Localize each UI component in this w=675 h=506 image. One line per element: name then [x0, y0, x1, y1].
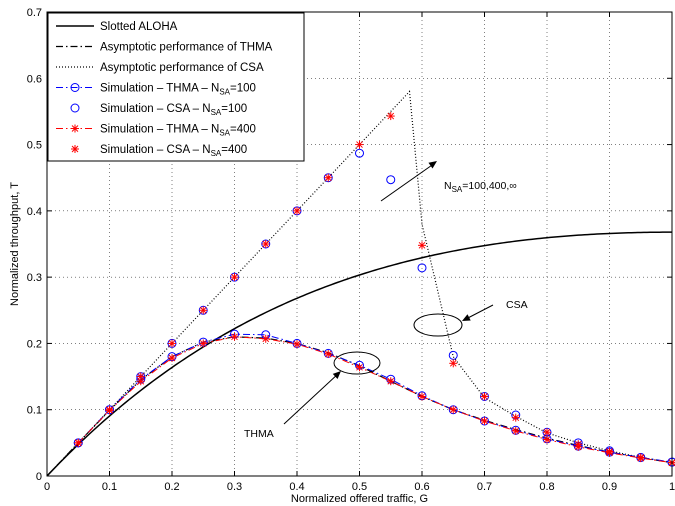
- legend-swatch-marker: [70, 83, 80, 92]
- legend: Slotted ALOHA Asymptotic performance of T…: [47, 12, 305, 162]
- y-tick-label: 0.1: [27, 405, 42, 417]
- y-tick-label: 0.6: [27, 73, 42, 85]
- y-tick-label: 0.4: [27, 206, 42, 218]
- series-layer: [46, 90, 675, 477]
- data-point-simulation-csa-n-sa-400: [449, 359, 458, 368]
- data-point-simulation-thma-n-sa-400: [261, 334, 270, 343]
- data-point-simulation-thma-n-sa-400: [480, 416, 489, 425]
- data-point-simulation-csa-n-sa-400: [511, 413, 520, 422]
- data-point-simulation-csa-n-sa-400: [293, 206, 301, 215]
- legend-label: Simulation – THMA – NSA=400: [100, 124, 256, 138]
- data-point-simulation-thma-n-sa-400: [230, 332, 239, 341]
- data-point-simulation-csa-n-sa-400: [574, 440, 583, 449]
- x-tick-label: 0.7: [477, 481, 492, 493]
- series-line-asymptotic-performance-of-csa: [46, 90, 673, 477]
- legend-label: Simulation – CSA – NSA=400: [100, 144, 247, 158]
- csa-ellipse: [413, 313, 463, 337]
- tick-layer: 0 0.1 0.2 0.3 0.4 0.5 0.6 0.7 0.8 0.9 1 0 0.1 0.2 0.3 0…: [27, 7, 675, 493]
- data-point-simulation-csa-n-sa-100: [386, 175, 396, 185]
- data-point-simulation-csa-n-sa-100: [355, 148, 364, 158]
- legend-entry: Simulation – CSA – NSA=100: [70, 103, 247, 117]
- data-point-simulation-csa-n-sa-400: [480, 392, 489, 401]
- x-tick-label: 0: [44, 481, 50, 493]
- csa-annotation: CSA: [506, 299, 528, 311]
- data-point-simulation-thma-n-sa-400: [324, 350, 333, 359]
- series-line-simulation-thma-n-sa-400: [77, 336, 673, 464]
- legend-swatch-marker: [71, 145, 79, 153]
- data-point-simulation-csa-n-sa-100: [417, 263, 427, 273]
- legend-entry: Asymptotic performance of THMA: [56, 42, 273, 54]
- data-point-simulation-csa-n-sa-400: [418, 241, 426, 250]
- thma-ellipse: [333, 351, 381, 375]
- x-tick-label: 1: [669, 481, 675, 493]
- data-point-simulation-csa-n-sa-400: [605, 447, 614, 456]
- legend-label: Asymptotic performance of CSA: [100, 62, 264, 74]
- y-tick-label: 0.2: [27, 338, 42, 350]
- arrow-head: [428, 161, 437, 169]
- data-point-simulation-thma-n-sa-400: [418, 392, 426, 401]
- legend-entry: Simulation – THMA – NSA=400: [56, 124, 256, 138]
- data-point-simulation-thma-n-sa-400: [449, 405, 458, 414]
- series-line-slotted-aloha: [46, 231, 672, 477]
- nsa-arrow: [380, 162, 436, 202]
- data-point-simulation-csa-n-sa-400: [136, 372, 145, 381]
- arrow-head: [462, 314, 471, 321]
- x-axis-label: Normalized offered traffic, G: [291, 493, 428, 505]
- legend-label: Simulation – THMA – NSA=100: [100, 83, 256, 97]
- x-tick-label: 0.4: [289, 481, 304, 493]
- legend-label: Asymptotic performance of THMA: [100, 42, 273, 54]
- data-point-simulation-csa-n-sa-400: [543, 428, 551, 437]
- y-tick-label: 0.3: [27, 272, 42, 284]
- data-point-simulation-csa-n-sa-400: [324, 173, 333, 182]
- data-point-simulation-csa-n-sa-400: [199, 306, 208, 315]
- data-point-simulation-csa-n-sa-400: [261, 240, 270, 248]
- data-point-simulation-thma-n-sa-400: [511, 426, 520, 435]
- y-tick-label: 0.5: [27, 140, 42, 152]
- data-point-simulation-csa-n-sa-400: [74, 438, 83, 447]
- legend-label: Slotted ALOHA: [100, 21, 178, 33]
- annotation-layer: NSA=100,400,∞ CSA THMA: [244, 161, 528, 440]
- data-point-simulation-csa-n-sa-400: [355, 140, 364, 149]
- data-point-simulation-thma-n-sa-400: [355, 363, 364, 372]
- data-point-simulation-csa-n-sa-400: [636, 453, 645, 462]
- y-tick-label: 0: [36, 471, 42, 483]
- arrow-head: [332, 371, 341, 380]
- legend-swatch-marker: [71, 124, 79, 133]
- legend-entry: Asymptotic performance of CSA: [56, 62, 264, 74]
- data-point-simulation-thma-n-sa-400: [386, 377, 395, 386]
- legend-label: Simulation – CSA – NSA=100: [100, 103, 247, 117]
- data-point-simulation-thma-n-sa-400: [168, 354, 176, 363]
- thma-arrow: [283, 372, 340, 425]
- data-point-simulation-csa-n-sa-400: [105, 405, 114, 414]
- y-axis-label: Normalized throughput, T: [9, 182, 21, 306]
- legend-entry: Slotted ALOHA: [56, 21, 178, 33]
- x-tick-label: 0.8: [539, 481, 554, 493]
- data-point-simulation-csa-n-sa-400: [386, 112, 395, 121]
- data-point-simulation-thma-n-sa-400: [293, 340, 301, 349]
- x-tick-label: 0.3: [227, 481, 242, 493]
- legend-entry: Simulation – CSA – NSA=400: [71, 144, 247, 158]
- data-point-simulation-thma-n-sa-400: [543, 435, 551, 444]
- series-line-simulation-thma-n-sa-100: [77, 333, 673, 463]
- x-tick-label: 0.6: [414, 481, 429, 493]
- legend-entry: Simulation – THMA – NSA=100: [56, 83, 256, 97]
- x-tick-label: 0.9: [602, 481, 617, 493]
- data-point-simulation-thma-n-sa-400: [199, 339, 208, 348]
- x-tick-label: 0.2: [164, 481, 179, 493]
- data-point-simulation-csa-n-sa-400: [168, 339, 176, 348]
- legend-swatch-marker: [70, 103, 80, 113]
- nsa-annotation: NSA=100,400,∞: [444, 180, 517, 194]
- x-tick-label: 0.5: [352, 481, 367, 493]
- x-tick-label: 0.1: [102, 481, 117, 493]
- y-tick-label: 0.7: [27, 7, 42, 19]
- data-point-simulation-csa-n-sa-400: [230, 273, 239, 282]
- thma-annotation: THMA: [244, 428, 274, 440]
